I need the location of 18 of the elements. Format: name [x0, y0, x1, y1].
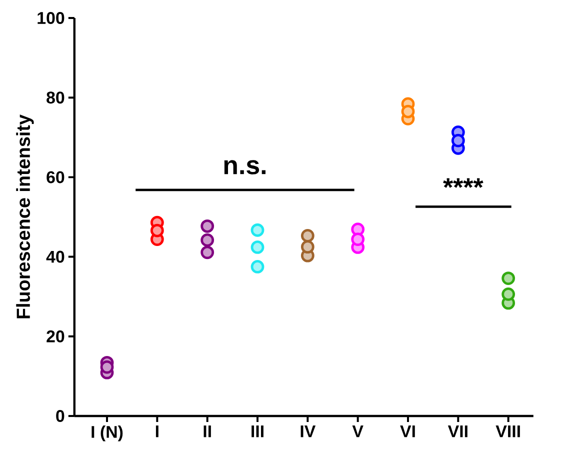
y-tick-label: 60 [46, 171, 64, 184]
annotation: n.s. [224, 160, 266, 174]
y-tick-label: 40 [46, 250, 64, 263]
y-axis-title: Fluorescence intensity [16, 114, 34, 318]
y-tick-label: 20 [46, 330, 64, 342]
x-tick-label: VII [448, 426, 468, 438]
x-tick-label: II [204, 426, 211, 438]
x-tick-label: I (N) [92, 426, 123, 442]
y-tick-label: 80 [46, 92, 64, 104]
x-tick-label: V [352, 426, 364, 438]
annotation: **** [443, 178, 484, 188]
x-tick-label: IV [300, 426, 316, 438]
x-tick-label: III [252, 426, 264, 438]
x-tick-label: VIII [496, 426, 520, 438]
y-tick-label: 0 [56, 410, 64, 422]
x-tick-label: VI [400, 426, 415, 438]
x-tick-label: I [156, 426, 158, 438]
y-tick-label: 100 [38, 12, 64, 24]
